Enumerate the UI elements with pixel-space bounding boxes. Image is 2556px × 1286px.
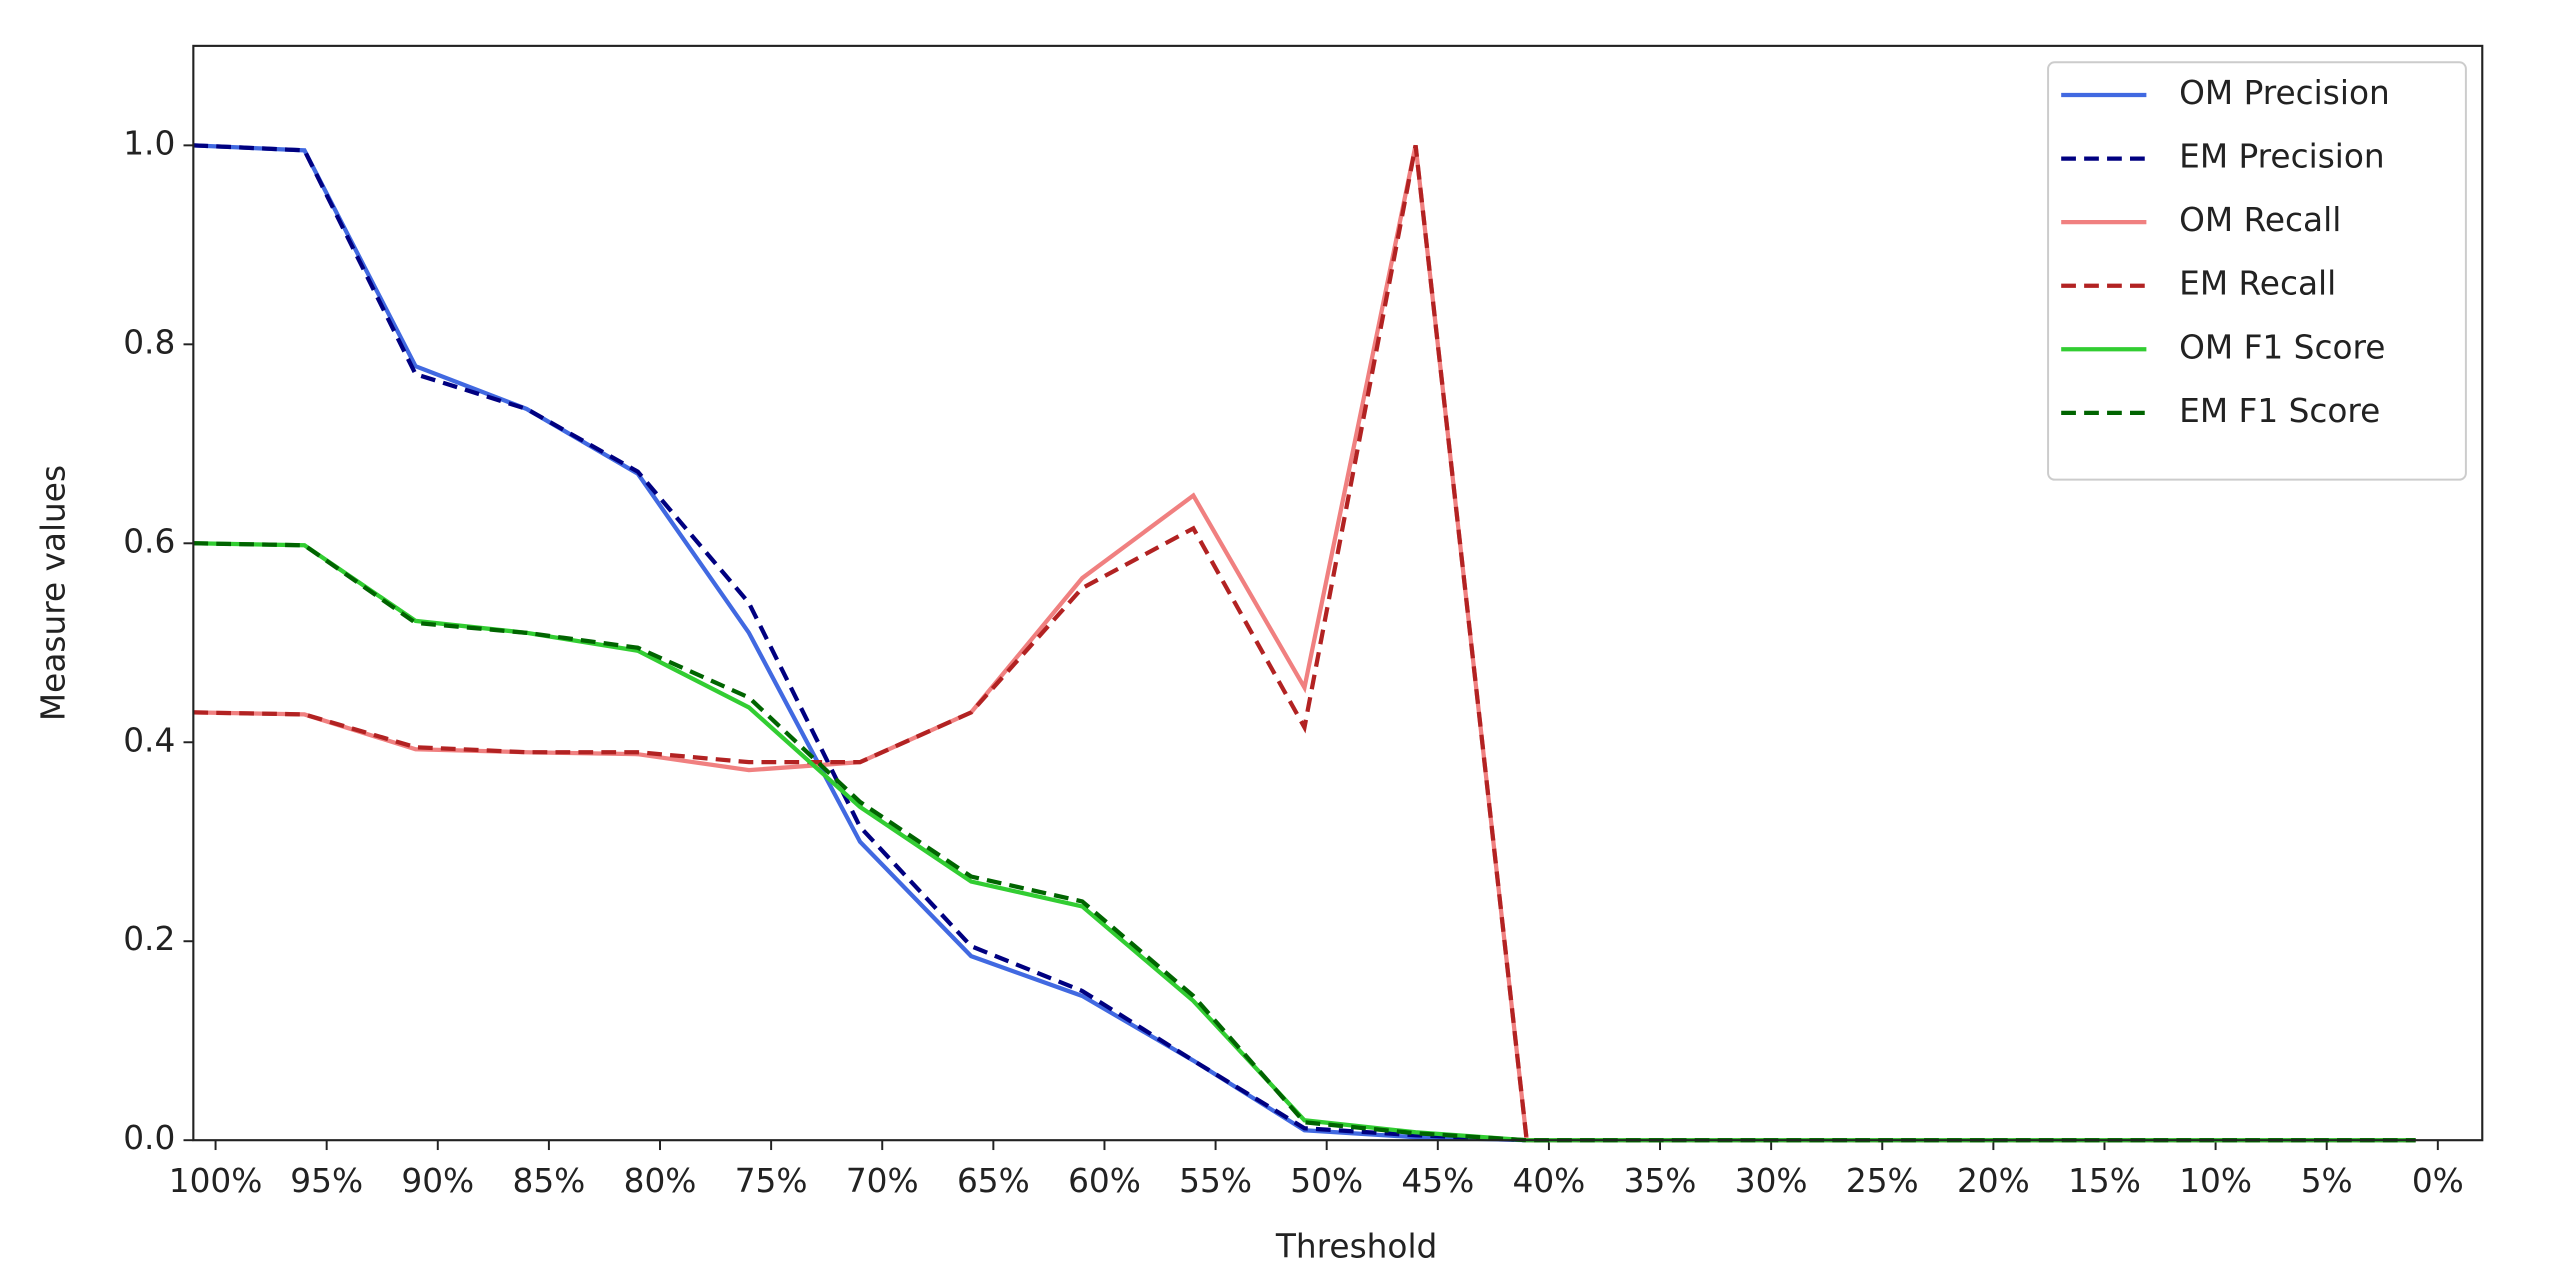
x-tick-label: 95% bbox=[290, 1162, 363, 1200]
y-tick-label: 0.6 bbox=[123, 522, 175, 560]
plot-frame bbox=[192, 44, 2484, 1142]
x-tick-label: 55% bbox=[1179, 1162, 1252, 1200]
legend-label: EM Recall bbox=[2179, 265, 2336, 303]
y-tick-label: 0.2 bbox=[123, 920, 175, 958]
x-tick-label: 0% bbox=[2412, 1162, 2464, 1200]
x-tick-label: 45% bbox=[1401, 1162, 1474, 1200]
series-line bbox=[193, 143, 2416, 1143]
x-tick-label: 90% bbox=[401, 1162, 474, 1200]
legend-box bbox=[2047, 61, 2467, 481]
x-axis-label: Threshold bbox=[1275, 1227, 1437, 1265]
x-tick-label: 5% bbox=[2301, 1162, 2353, 1200]
x-tick-label: 25% bbox=[1846, 1162, 1919, 1200]
y-tick-label: 0.0 bbox=[123, 1119, 175, 1157]
x-tick-label: 50% bbox=[1290, 1162, 1363, 1200]
legend-label: EM Precision bbox=[2179, 138, 2385, 176]
x-tick-label: 65% bbox=[957, 1162, 1030, 1200]
x-tick-label: 15% bbox=[2068, 1162, 2141, 1200]
x-tick-label: 85% bbox=[512, 1162, 585, 1200]
x-tick-label: 70% bbox=[846, 1162, 919, 1200]
x-tick-label: 75% bbox=[735, 1162, 808, 1200]
y-axis-label: Measure values bbox=[35, 465, 73, 721]
y-tick-label: 1.0 bbox=[123, 124, 175, 162]
legend-label: OM F1 Score bbox=[2179, 328, 2385, 366]
x-tick-label: 100% bbox=[169, 1162, 263, 1200]
y-tick-label: 0.8 bbox=[123, 323, 175, 361]
legend-label: EM F1 Score bbox=[2179, 392, 2380, 430]
x-tick-label: 20% bbox=[1957, 1162, 2030, 1200]
y-tick-label: 0.4 bbox=[123, 721, 175, 759]
x-tick-label: 10% bbox=[2179, 1162, 2252, 1200]
legend-label: OM Precision bbox=[2179, 74, 2390, 112]
x-tick-label: 40% bbox=[1513, 1162, 1586, 1200]
x-tick-label: 60% bbox=[1068, 1162, 1141, 1200]
x-tick-label: 35% bbox=[1624, 1162, 1697, 1200]
x-tick-label: 30% bbox=[1735, 1162, 1808, 1200]
legend-label: OM Recall bbox=[2179, 201, 2341, 239]
x-tick-label: 80% bbox=[624, 1162, 697, 1200]
